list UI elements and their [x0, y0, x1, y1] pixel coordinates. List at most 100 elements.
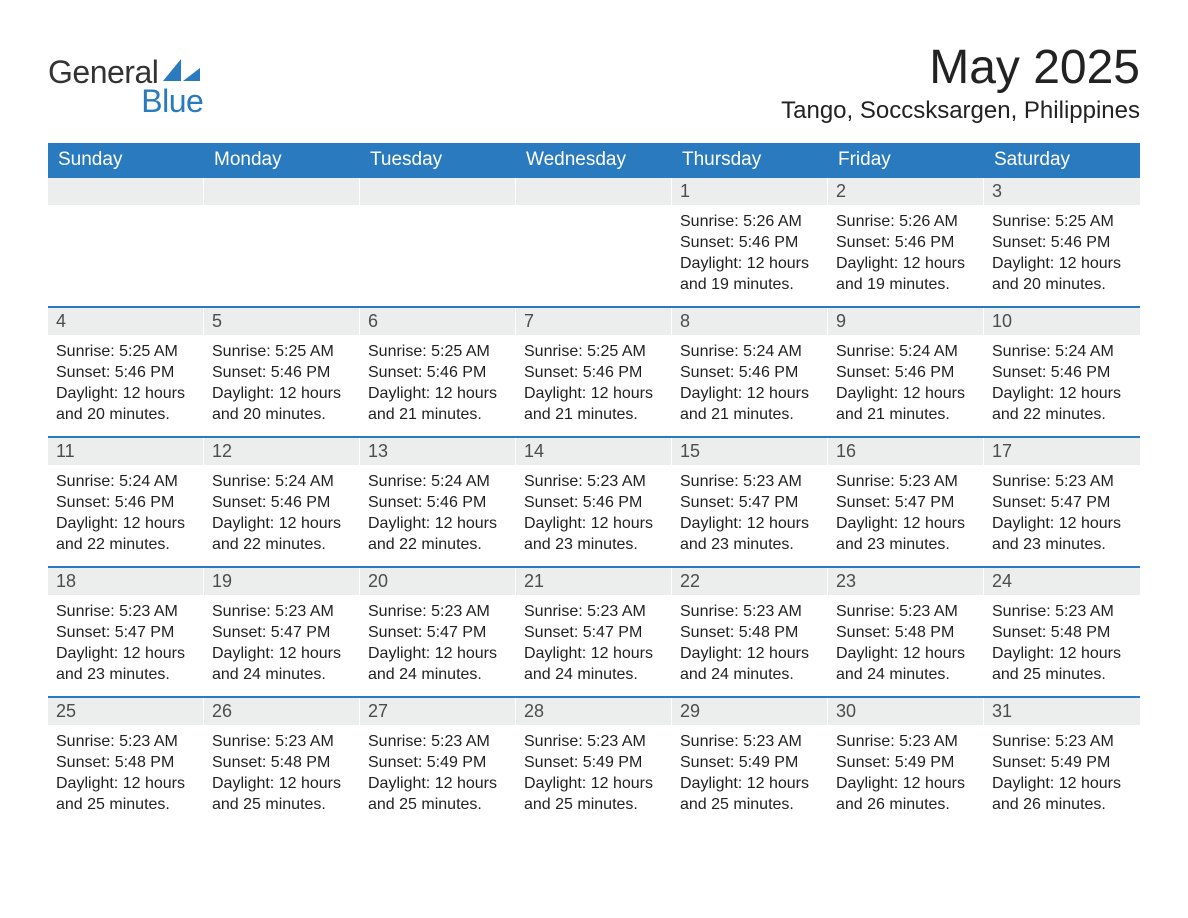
sunset-line: Sunset: 5:47 PM — [212, 622, 354, 643]
day-header: Saturday — [984, 143, 1140, 178]
daylight-line: Daylight: 12 hours and 19 minutes. — [680, 253, 822, 295]
daylight-line: Daylight: 12 hours and 23 minutes. — [56, 643, 198, 685]
brand-word-2: Blue — [134, 83, 203, 120]
sunrise-line: Sunrise: 5:23 AM — [836, 731, 978, 752]
calendar-cell: 12Sunrise: 5:24 AMSunset: 5:46 PMDayligh… — [204, 438, 360, 566]
cell-body: Sunrise: 5:25 AMSunset: 5:46 PMDaylight:… — [516, 335, 672, 431]
calendar-cell — [516, 178, 672, 306]
sunset-line: Sunset: 5:47 PM — [680, 492, 822, 513]
daylight-line: Daylight: 12 hours and 25 minutes. — [368, 773, 510, 815]
sunrise-line: Sunrise: 5:23 AM — [992, 731, 1134, 752]
day-number: 15 — [672, 438, 828, 465]
calendar-cell: 4Sunrise: 5:25 AMSunset: 5:46 PMDaylight… — [48, 308, 204, 436]
daylight-line: Daylight: 12 hours and 26 minutes. — [992, 773, 1134, 815]
cell-body: Sunrise: 5:25 AMSunset: 5:46 PMDaylight:… — [984, 205, 1140, 301]
sunrise-line: Sunrise: 5:23 AM — [212, 601, 354, 622]
calendar-cell: 15 Sunrise: 5:23 AMSunset: 5:47 PMDayligh… — [672, 438, 828, 566]
daylight-line: Daylight: 12 hours and 19 minutes. — [836, 253, 978, 295]
day-number: 17 — [984, 438, 1140, 465]
sunrise-line: Sunrise: 5:23 AM — [368, 731, 510, 752]
sunset-line: Sunset: 5:49 PM — [524, 752, 666, 773]
cell-body: Sunrise: 5:23 AMSunset: 5:49 PMDaylight:… — [360, 725, 516, 821]
daylight-line: Daylight: 12 hours and 24 minutes. — [368, 643, 510, 685]
sunrise-line: Sunrise: 5:24 AM — [992, 341, 1134, 362]
cell-body: Sunrise: 5:24 AMSunset: 5:46 PMDaylight:… — [828, 335, 984, 431]
sunset-line: Sunset: 5:46 PM — [212, 362, 354, 383]
title-block: May 2025 Tango, Soccsksargen, Philippine… — [781, 40, 1140, 125]
daylight-line: Daylight: 12 hours and 25 minutes. — [212, 773, 354, 815]
cell-body: Sunrise: 5:24 AMSunset: 5:46 PMDaylight:… — [984, 335, 1140, 431]
daylight-line: Daylight: 12 hours and 23 minutes. — [680, 513, 822, 555]
sunrise-line: Sunrise: 5:23 AM — [56, 601, 198, 622]
daylight-line: Daylight: 12 hours and 24 minutes. — [836, 643, 978, 685]
cell-body: Sunrise: 5:26 AMSunset: 5:46 PMDaylight:… — [672, 205, 828, 301]
sunset-line: Sunset: 5:46 PM — [524, 492, 666, 513]
sunrise-line: Sunrise: 5:23 AM — [992, 471, 1134, 492]
cell-body: Sunrise: 5:23 AMSunset: 5:47 PMDaylight:… — [360, 595, 516, 691]
daylight-line: Daylight: 12 hours and 25 minutes. — [680, 773, 822, 815]
sunset-line: Sunset: 5:49 PM — [992, 752, 1134, 773]
daylight-line: Daylight: 12 hours and 21 minutes. — [680, 383, 822, 425]
cell-body: Sunrise: 5:23 AMSunset: 5:48 PMDaylight:… — [828, 595, 984, 691]
calendar-week: 4Sunrise: 5:25 AMSunset: 5:46 PMDaylight… — [48, 306, 1140, 436]
cell-body: Sunrise: 5:24 AMSunset: 5:46 PMDaylight:… — [360, 465, 516, 561]
daylight-line: Daylight: 12 hours and 26 minutes. — [836, 773, 978, 815]
day-header-row: Sunday Monday Tuesday Wednesday Thursday… — [48, 143, 1140, 178]
sunset-line: Sunset: 5:46 PM — [680, 232, 822, 253]
daylight-line: Daylight: 12 hours and 20 minutes. — [212, 383, 354, 425]
calendar-cell: 16Sunrise: 5:23 AMSunset: 5:47 PMDayligh… — [828, 438, 984, 566]
cell-body: Sunrise: 5:23 AMSunset: 5:47 PMDaylight:… — [828, 465, 984, 561]
day-number: 12 — [204, 438, 360, 465]
cell-body: Sunrise: 5:23 AMSunset: 5:46 PMDaylight:… — [516, 465, 672, 561]
day-number — [204, 178, 360, 205]
sunset-line: Sunset: 5:46 PM — [992, 362, 1134, 383]
day-number: 23 — [828, 568, 984, 595]
sunset-line: Sunset: 5:48 PM — [836, 622, 978, 643]
daylight-line: Daylight: 12 hours and 24 minutes. — [524, 643, 666, 685]
sunrise-line: Sunrise: 5:23 AM — [836, 601, 978, 622]
sunrise-line: Sunrise: 5:23 AM — [680, 601, 822, 622]
calendar-cell: 30Sunrise: 5:23 AMSunset: 5:49 PMDayligh… — [828, 698, 984, 826]
calendar-cell: 19Sunrise: 5:23 AMSunset: 5:47 PMDayligh… — [204, 568, 360, 696]
calendar-week: 25Sunrise: 5:23 AMSunset: 5:48 PMDayligh… — [48, 696, 1140, 826]
day-number: 2 — [828, 178, 984, 205]
cell-body: Sunrise: 5:23 AMSunset: 5:47 PMDaylight:… — [516, 595, 672, 691]
day-number — [360, 178, 516, 205]
sunset-line: Sunset: 5:47 PM — [992, 492, 1134, 513]
sunrise-line: Sunrise: 5:24 AM — [212, 471, 354, 492]
sunrise-line: Sunrise: 5:23 AM — [680, 731, 822, 752]
day-number: 13 — [360, 438, 516, 465]
sunrise-line: Sunrise: 5:23 AM — [524, 471, 666, 492]
cell-body: Sunrise: 5:24 AMSunset: 5:46 PMDaylight:… — [48, 465, 204, 561]
calendar-cell: 27Sunrise: 5:23 AMSunset: 5:49 PMDayligh… — [360, 698, 516, 826]
day-number — [48, 178, 204, 205]
cell-body: Sunrise: 5:24 AMSunset: 5:46 PMDaylight:… — [204, 465, 360, 561]
sunset-line: Sunset: 5:48 PM — [56, 752, 198, 773]
sunrise-line: Sunrise: 5:25 AM — [56, 341, 198, 362]
calendar-cell — [48, 178, 204, 306]
calendar-cell: 9Sunrise: 5:24 AMSunset: 5:46 PMDaylight… — [828, 308, 984, 436]
daylight-line: Daylight: 12 hours and 24 minutes. — [680, 643, 822, 685]
day-header: Thursday — [672, 143, 828, 178]
day-number: 10 — [984, 308, 1140, 335]
sunset-line: Sunset: 5:49 PM — [368, 752, 510, 773]
daylight-line: Daylight: 12 hours and 20 minutes. — [992, 253, 1134, 295]
calendar-cell: 31Sunrise: 5:23 AMSunset: 5:49 PMDayligh… — [984, 698, 1140, 826]
day-number: 16 — [828, 438, 984, 465]
day-number: 20 — [360, 568, 516, 595]
day-number: 7 — [516, 308, 672, 335]
sunset-line: Sunset: 5:46 PM — [836, 362, 978, 383]
weeks-container: 1Sunrise: 5:26 AMSunset: 5:46 PMDaylight… — [48, 178, 1140, 826]
cell-body: Sunrise: 5:23 AMSunset: 5:48 PMDaylight:… — [204, 725, 360, 821]
day-number: 19 — [204, 568, 360, 595]
calendar-week: 1Sunrise: 5:26 AMSunset: 5:46 PMDaylight… — [48, 178, 1140, 306]
day-header: Tuesday — [360, 143, 516, 178]
sunrise-line: Sunrise: 5:23 AM — [680, 471, 822, 492]
cell-body: Sunrise: 5:23 AMSunset: 5:49 PMDaylight:… — [828, 725, 984, 821]
sunrise-line: Sunrise: 5:23 AM — [992, 601, 1134, 622]
location-subtitle: Tango, Soccsksargen, Philippines — [781, 97, 1140, 125]
sunrise-line: Sunrise: 5:25 AM — [212, 341, 354, 362]
day-number: 3 — [984, 178, 1140, 205]
calendar-cell: 25Sunrise: 5:23 AMSunset: 5:48 PMDayligh… — [48, 698, 204, 826]
sunset-line: Sunset: 5:49 PM — [680, 752, 822, 773]
